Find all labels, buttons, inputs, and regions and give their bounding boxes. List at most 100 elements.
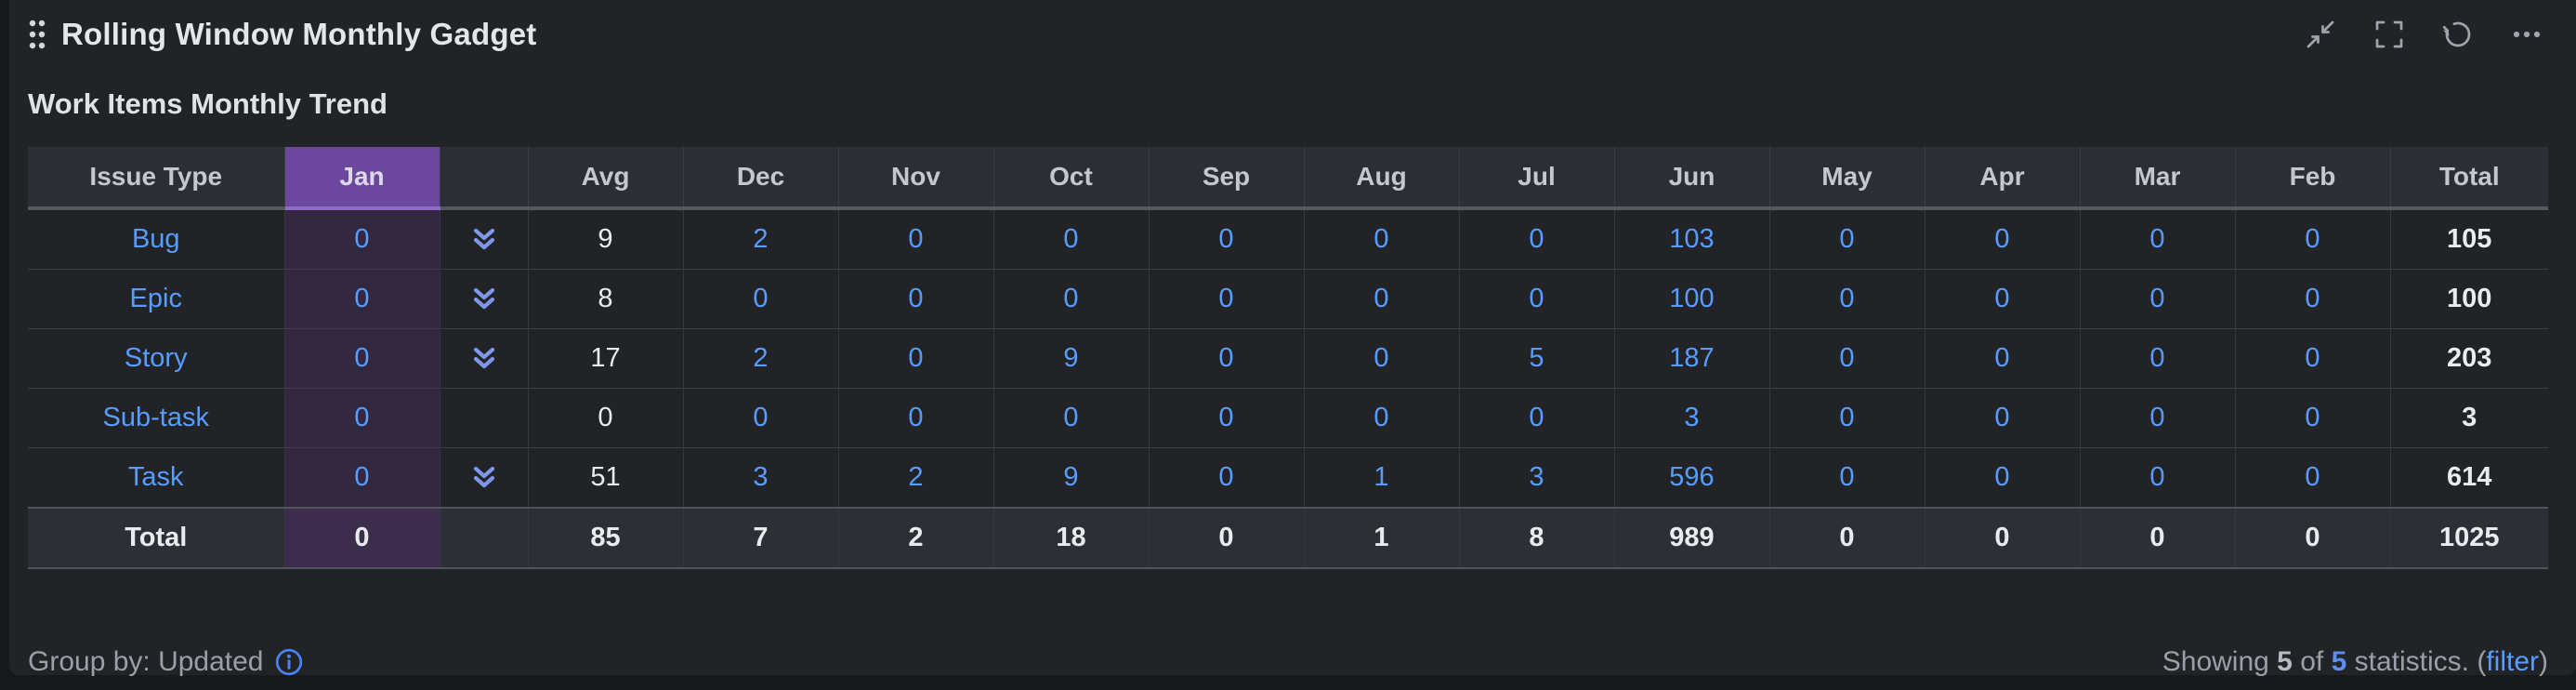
of-label: of — [2300, 646, 2324, 677]
month-value-cell[interactable]: 0 — [2234, 388, 2390, 448]
double-chevron-down-icon[interactable] — [468, 227, 500, 253]
month-value-cell[interactable]: 0 — [1924, 207, 2080, 270]
total-month-cell: 0 — [1148, 507, 1304, 569]
jan-value-cell[interactable]: 0 — [283, 207, 440, 270]
column-header-apr: Apr — [1924, 147, 2080, 210]
month-value-cell[interactable]: 0 — [2079, 447, 2235, 508]
table-body: Bug 0 9 2 0 0 0 0 0 103 0 0 0 0 105 Epic 0 8 0 0 0 0 0 0 100 0 0 0 0… — [28, 207, 2548, 569]
month-value-cell[interactable]: 0 — [682, 269, 838, 329]
jan-value-cell[interactable]: 0 — [283, 269, 440, 329]
month-value-cell[interactable]: 0 — [682, 388, 838, 448]
month-value-cell[interactable]: 0 — [837, 207, 993, 270]
month-value-cell[interactable]: 0 — [2079, 388, 2235, 448]
month-value-cell[interactable]: 0 — [1924, 388, 2080, 448]
month-value-cell[interactable]: 0 — [1148, 207, 1304, 270]
refresh-icon[interactable] — [2442, 19, 2474, 50]
month-value-cell[interactable]: 0 — [1768, 447, 1925, 508]
month-value-cell[interactable]: 3 — [1458, 447, 1614, 508]
month-value-cell[interactable]: 0 — [2234, 328, 2390, 389]
filter-link[interactable]: filter — [2486, 646, 2539, 677]
month-value-cell[interactable]: 0 — [1148, 328, 1304, 389]
month-value-cell[interactable]: 0 — [2079, 328, 2235, 389]
column-header-aug: Aug — [1303, 147, 1459, 210]
row-total-cell: 105 — [2389, 207, 2548, 270]
month-value-cell[interactable]: 0 — [1458, 388, 1614, 448]
paren-close: ) — [2539, 646, 2548, 677]
month-value-cell[interactable]: 0 — [992, 207, 1149, 270]
month-value-cell[interactable]: 0 — [1148, 447, 1304, 508]
month-value-cell[interactable]: 0 — [837, 388, 993, 448]
month-value-cell[interactable]: 0 — [1458, 207, 1614, 270]
month-value-cell[interactable]: 0 — [2234, 207, 2390, 270]
showing-label: Showing — [2162, 646, 2269, 677]
month-value-cell[interactable]: 0 — [1148, 388, 1304, 448]
avg-cell: 0 — [527, 388, 683, 448]
avg-cell: 51 — [527, 447, 683, 508]
fullscreen-icon[interactable] — [2373, 19, 2405, 50]
month-value-cell[interactable]: 0 — [2079, 269, 2235, 329]
drag-handle-icon[interactable] — [28, 18, 46, 51]
month-value-cell[interactable]: 0 — [1303, 388, 1459, 448]
row-total-cell: 203 — [2389, 328, 2548, 389]
column-header-mar: Mar — [2079, 147, 2235, 210]
month-value-cell[interactable]: 0 — [1303, 328, 1459, 389]
month-value-cell[interactable]: 596 — [1613, 447, 1769, 508]
month-value-cell[interactable]: 0 — [1924, 269, 2080, 329]
month-value-cell[interactable]: 0 — [2234, 269, 2390, 329]
month-value-cell[interactable]: 2 — [837, 447, 993, 508]
month-value-cell[interactable]: 0 — [837, 269, 993, 329]
more-icon[interactable] — [2511, 19, 2543, 50]
double-chevron-down-icon[interactable] — [468, 346, 500, 372]
issue-type-cell[interactable]: Story — [28, 328, 284, 389]
month-value-cell[interactable]: 103 — [1613, 207, 1769, 270]
month-value-cell[interactable]: 0 — [1924, 447, 2080, 508]
column-header-avg: Avg — [527, 147, 683, 210]
month-value-cell[interactable]: 0 — [1768, 269, 1925, 329]
double-chevron-down-icon[interactable] — [468, 286, 500, 312]
month-value-cell[interactable]: 9 — [992, 447, 1149, 508]
jan-value-cell[interactable]: 0 — [283, 328, 440, 389]
month-value-cell[interactable]: 2 — [682, 207, 838, 270]
month-value-cell[interactable]: 0 — [2079, 207, 2235, 270]
month-value-cell[interactable]: 0 — [1768, 207, 1925, 270]
month-value-cell[interactable]: 1 — [1303, 447, 1459, 508]
month-value-cell[interactable]: 2 — [682, 328, 838, 389]
month-value-cell[interactable]: 3 — [682, 447, 838, 508]
info-icon[interactable] — [273, 646, 305, 678]
total-month-cell: 18 — [992, 507, 1149, 569]
month-value-cell[interactable]: 3 — [1613, 388, 1769, 448]
issue-type-cell[interactable]: Task — [28, 447, 284, 508]
month-value-cell[interactable]: 187 — [1613, 328, 1769, 389]
total-month-cell: 8 — [1458, 507, 1614, 569]
month-value-cell[interactable]: 0 — [1148, 269, 1304, 329]
table-row: Story 0 17 2 0 9 0 0 5 187 0 0 0 0 203 — [28, 328, 2548, 389]
column-header-may: May — [1768, 147, 1925, 210]
month-value-cell[interactable]: 0 — [992, 269, 1149, 329]
month-value-cell[interactable]: 0 — [2234, 447, 2390, 508]
issue-type-cell[interactable]: Epic — [28, 269, 284, 329]
month-value-cell[interactable]: 0 — [1303, 269, 1459, 329]
double-chevron-down-icon[interactable] — [468, 465, 500, 491]
avg-cell: 9 — [527, 207, 683, 270]
total-month-cell: 0 — [1924, 507, 2080, 569]
month-value-cell[interactable]: 100 — [1613, 269, 1769, 329]
issue-type-cell[interactable]: Sub-task — [28, 388, 284, 448]
month-value-cell[interactable]: 9 — [992, 328, 1149, 389]
total-month-cell: 0 — [1768, 507, 1925, 569]
group-by-status: Group by: Updated — [28, 644, 305, 681]
month-value-cell[interactable]: 0 — [837, 328, 993, 389]
month-value-cell[interactable]: 0 — [992, 388, 1149, 448]
jan-value-cell[interactable]: 0 — [283, 388, 440, 448]
gadget-toolbar — [2305, 19, 2548, 50]
month-value-cell[interactable]: 0 — [1768, 328, 1925, 389]
total-month-cell: 7 — [682, 507, 838, 569]
month-value-cell[interactable]: 5 — [1458, 328, 1614, 389]
month-value-cell[interactable]: 0 — [1924, 328, 2080, 389]
jan-value-cell[interactable]: 0 — [283, 447, 440, 508]
issue-type-cell[interactable]: Bug — [28, 207, 284, 270]
month-value-cell[interactable]: 0 — [1303, 207, 1459, 270]
collapse-icon[interactable] — [2305, 19, 2336, 50]
header-row: Issue Type Jan Avg Dec Nov Oct Sep Aug Jul Jun May… — [28, 147, 2548, 210]
month-value-cell[interactable]: 0 — [1458, 269, 1614, 329]
month-value-cell[interactable]: 0 — [1768, 388, 1925, 448]
